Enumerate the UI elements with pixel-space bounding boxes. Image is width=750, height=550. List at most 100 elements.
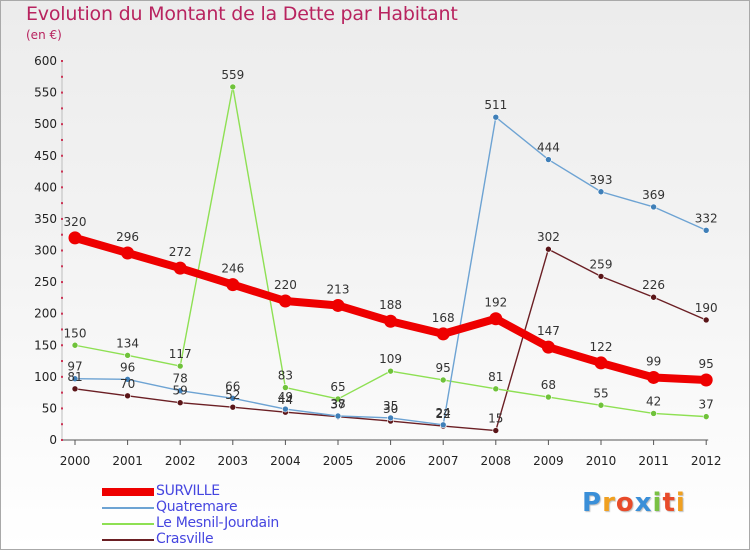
data-point-le-mesnil-jourdain [229,83,237,91]
data-label-quatremare: 49 [278,390,293,404]
data-label-le-mesnil-jourdain: 42 [646,394,661,408]
x-tick-label: 2007 [428,454,459,468]
data-point-crasville [545,245,552,253]
y-tick-label: 400 [34,180,57,194]
x-tick-label: 2002 [165,454,196,468]
y-minor-tick [61,138,63,141]
y-minor-tick [61,170,63,173]
data-point-le-mesnil-jourdain [545,393,552,401]
data-point-surville [226,278,240,292]
y-minor-tick [61,265,63,268]
data-label-le-mesnil-jourdain: 150 [64,326,87,340]
data-point-quatremare [176,387,184,395]
y-tick-label: 350 [34,212,57,226]
data-label-surville: 168 [432,311,455,325]
data-label-quatremare: 35 [383,399,398,413]
data-point-quatremare [71,375,79,383]
y-minor-tick [61,423,63,426]
y-tick-label: 150 [34,338,57,352]
data-label-le-mesnil-jourdain: 37 [699,398,714,412]
data-point-quatremare [597,188,605,196]
legend-swatch [102,523,154,525]
y-tick-label: 200 [34,307,57,321]
data-label-surville: 95 [699,357,714,371]
data-point-le-mesnil-jourdain [597,401,605,409]
data-point-le-mesnil-jourdain [702,413,710,420]
data-label-le-mesnil-jourdain: 81 [488,370,503,384]
y-tick-mark [61,60,63,62]
data-label-surville: 296 [116,230,139,244]
legend-swatch [102,539,154,541]
data-label-le-mesnil-jourdain: 83 [278,369,293,383]
data-label-quatremare: 24 [436,406,451,420]
x-tick-label: 2006 [375,454,406,468]
data-point-surville [489,312,503,326]
y-tick-label: 250 [34,275,57,289]
legend-label: Le Mesnil-Jourdain [156,515,279,531]
series-quatremare [71,113,710,429]
y-tick-label: 500 [34,117,57,131]
legend-swatch [102,488,154,496]
data-point-crasville [650,293,657,301]
y-tick-mark [61,249,63,252]
y-minor-tick [61,391,63,394]
series-le-mesnil-jourdain [71,83,710,420]
x-tick-label: 2008 [481,454,512,468]
series-surville [68,231,713,387]
data-label-crasville: 52 [225,388,240,402]
y-tick-label: 100 [34,370,57,384]
y-minor-tick [61,328,63,331]
y-tick-label: 600 [34,54,57,68]
y-tick-mark [61,154,63,157]
data-label-surville: 320 [64,215,87,229]
data-label-le-mesnil-jourdain: 65 [330,380,345,394]
x-tick-label: 2005 [323,454,354,468]
data-label-surville: 246 [221,262,244,276]
data-point-le-mesnil-jourdain [176,362,184,370]
data-label-le-mesnil-jourdain: 109 [379,352,402,366]
data-point-le-mesnil-jourdain [71,341,79,349]
data-label-quatremare: 66 [225,379,240,393]
data-point-crasville [176,399,184,407]
data-label-surville: 99 [646,354,661,368]
x-tick-label: 2012 [691,454,722,468]
data-point-surville [647,370,661,384]
data-point-surville [278,294,292,308]
data-point-quatremare [229,395,237,402]
data-label-quatremare: 96 [120,360,135,374]
data-point-surville [594,356,608,370]
axes: 0 50 100 150 200 250 300 350 400 450 500 550 600 2000… [34,54,721,468]
series-layer [68,83,713,434]
y-tick-mark [61,312,63,315]
data-label-crasville: 44 [278,393,293,407]
data-label-quatremare: 332 [695,211,718,225]
data-label-le-mesnil-jourdain: 117 [169,347,192,361]
legend-label: SURVILLE [156,483,220,499]
data-point-quatremare [650,203,657,211]
y-minor-tick [61,75,63,78]
logo-letter: P [582,488,603,518]
data-point-le-mesnil-jourdain [387,367,394,375]
y-tick-mark [61,186,63,189]
x-tick-label: 2001 [112,454,143,468]
data-label-crasville: 59 [173,384,188,398]
y-tick-label: 50 [42,401,57,415]
data-label-surville: 272 [169,245,192,259]
data-label-crasville: 37 [330,398,345,412]
data-point-le-mesnil-jourdain [282,384,289,391]
data-point-crasville [229,403,237,411]
data-point-surville [121,246,135,260]
y-minor-tick [61,296,63,299]
data-label-quatremare: 97 [67,360,82,374]
data-label-surville: 122 [590,340,613,354]
data-label-quatremare: 393 [590,173,613,187]
data-label-quatremare: 38 [330,397,345,411]
data-point-le-mesnil-jourdain [492,385,500,393]
data-label-surville: 213 [327,282,350,296]
data-point-surville [541,340,555,354]
data-point-crasville [124,392,131,400]
y-minor-tick [61,107,63,110]
data-point-crasville [71,385,79,393]
